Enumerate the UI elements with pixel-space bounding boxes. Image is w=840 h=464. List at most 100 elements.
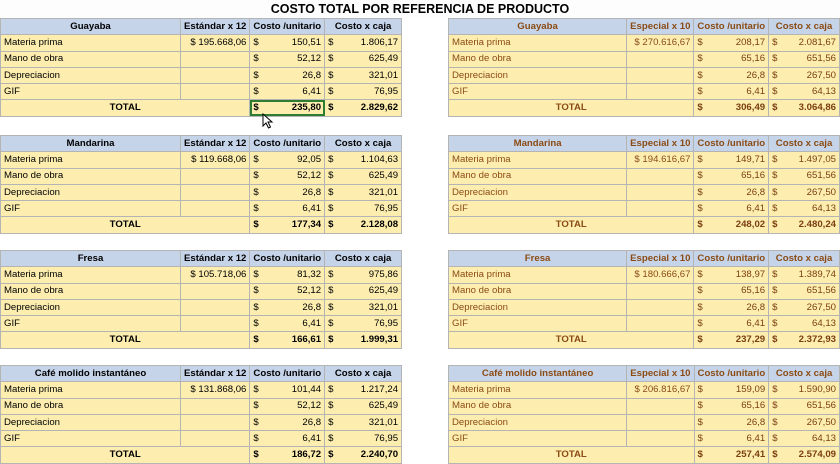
box-cost-cell[interactable]: $267,50 [768,183,840,202]
box-cost-cell[interactable]: $1.104,63 [324,151,403,169]
box-cost-header-cell[interactable]: Costo x caja [768,17,840,36]
standard-value-cell[interactable] [179,298,251,317]
unit-cost-cell[interactable]: $26,8 [249,66,326,85]
box-cost-header-cell[interactable]: Costo x caja [324,364,403,383]
unit-cost-cell[interactable]: $26,8 [693,413,770,432]
row-label-cell[interactable]: Depreciacion [0,183,181,202]
total-box-cost-cell[interactable]: $3.064,86 [768,99,840,117]
standard-value-cell[interactable] [179,167,251,185]
box-cost-header-cell[interactable]: Costo x caja [768,364,840,383]
unit-cost-cell[interactable]: $52,12 [249,282,326,300]
unit-cost-cell[interactable]: $65,16 [693,282,770,300]
standard-value-cell[interactable] [179,200,251,218]
box-cost-cell[interactable]: $1.806,17 [324,34,403,52]
standard-header-cell[interactable]: Especial x 10 [626,134,695,153]
standard-value-cell[interactable] [179,282,251,300]
row-label-cell[interactable]: GIF [447,430,628,448]
unit-cost-cell[interactable]: $6,41 [249,315,326,333]
standard-value-cell[interactable]: $ 195.668,06 [179,34,251,52]
unit-cost-cell[interactable]: $149,71 [693,151,770,169]
row-label-cell[interactable]: Depreciacion [447,183,628,202]
total-unit-cost-cell[interactable]: $306,49 [693,99,770,117]
standard-value-cell[interactable] [626,397,695,415]
standard-value-cell[interactable] [626,66,695,85]
box-cost-cell[interactable]: $321,01 [324,413,403,432]
unit-cost-cell[interactable]: $26,8 [693,66,770,85]
standard-value-cell[interactable]: $ 119.668,06 [179,151,251,169]
row-label-cell[interactable]: Depreciacion [447,413,628,432]
unit-cost-header-cell[interactable]: Costo /unitario [249,17,326,36]
total-label-cell[interactable]: TOTAL [447,331,695,349]
row-label-cell[interactable]: Materia prima [447,381,628,399]
standard-value-cell[interactable] [626,167,695,185]
row-label-cell[interactable]: Materia prima [0,381,181,399]
unit-cost-cell[interactable]: $6,41 [249,430,326,448]
standard-header-cell[interactable]: Especial x 10 [626,249,695,268]
unit-cost-cell[interactable]: $26,8 [249,183,326,202]
standard-value-cell[interactable] [626,282,695,300]
unit-cost-header-cell[interactable]: Costo /unitario [249,249,326,268]
box-cost-header-cell[interactable]: Costo x caja [324,249,403,268]
unit-cost-cell[interactable]: $26,8 [693,183,770,202]
unit-cost-cell[interactable]: $26,8 [249,298,326,317]
row-label-cell[interactable]: GIF [447,315,628,333]
box-cost-cell[interactable]: $1.590,90 [768,381,840,399]
unit-cost-header-cell[interactable]: Costo /unitario [693,17,770,36]
row-label-cell[interactable]: Materia prima [447,266,628,284]
product-header-cell[interactable]: Mandarina [447,134,628,153]
row-label-cell[interactable]: GIF [0,430,181,448]
row-label-cell[interactable]: Mano de obra [0,282,181,300]
unit-cost-cell[interactable]: $92,05 [249,151,326,169]
box-cost-header-cell[interactable]: Costo x caja [768,249,840,268]
standard-value-cell[interactable]: $ 194.616,67 [626,151,695,169]
unit-cost-cell[interactable]: $52,12 [249,167,326,185]
standard-header-cell[interactable]: Estándar x 12 [179,134,251,153]
standard-header-cell[interactable]: Estándar x 12 [179,17,251,36]
row-label-cell[interactable]: Mano de obra [447,397,628,415]
box-cost-cell[interactable]: $321,01 [324,183,403,202]
box-cost-cell[interactable]: $267,50 [768,66,840,85]
unit-cost-cell[interactable]: $208,17 [693,34,770,52]
unit-cost-header-cell[interactable]: Costo /unitario [693,134,770,153]
row-label-cell[interactable]: Depreciacion [0,298,181,317]
box-cost-cell[interactable]: $321,01 [324,66,403,85]
row-label-cell[interactable]: Mano de obra [0,50,181,68]
total-unit-cost-cell[interactable]: $237,29 [693,331,770,349]
standard-value-cell[interactable]: $ 131.868,06 [179,381,251,399]
row-label-cell[interactable]: Depreciacion [0,66,181,85]
row-label-cell[interactable]: GIF [0,200,181,218]
total-label-cell[interactable]: TOTAL [447,216,695,234]
total-label-cell[interactable]: TOTAL [448,446,695,464]
unit-cost-cell[interactable]: $65,16 [693,397,770,415]
box-cost-cell[interactable]: $321,01 [324,298,403,317]
unit-cost-cell[interactable]: $159,09 [693,381,770,399]
unit-cost-cell[interactable]: $65,16 [693,50,770,68]
total-unit-cost-cell[interactable]: $248,02 [693,216,770,234]
row-label-cell[interactable]: Materia prima [0,34,181,52]
box-cost-cell[interactable]: $267,50 [768,413,840,432]
total-box-cost-cell[interactable]: $2.240,70 [324,446,403,464]
box-cost-cell[interactable]: $64,13 [768,83,840,101]
row-label-cell[interactable]: GIF [447,200,628,218]
unit-cost-header-cell[interactable]: Costo /unitario [693,249,770,268]
row-label-cell[interactable]: Materia prima [447,151,628,169]
unit-cost-header-cell[interactable]: Costo /unitario [249,364,326,383]
total-unit-cost-cell[interactable]: $177,34 [249,216,326,234]
unit-cost-cell[interactable]: $6,41 [693,315,770,333]
unit-cost-cell[interactable]: $6,41 [693,83,770,101]
row-label-cell[interactable]: Mano de obra [447,50,628,68]
box-cost-cell[interactable]: $1.389,74 [768,266,840,284]
unit-cost-cell[interactable]: $52,12 [249,397,326,415]
standard-header-cell[interactable]: Especial x 10 [626,364,695,383]
unit-cost-cell[interactable]: $26,8 [249,413,326,432]
product-header-cell[interactable]: Fresa [0,249,181,268]
box-cost-cell[interactable]: $651,56 [768,50,840,68]
unit-cost-cell[interactable]: $52,12 [249,50,326,68]
standard-header-cell[interactable]: Estándar x 12 [179,249,251,268]
row-label-cell[interactable]: Depreciacion [0,413,181,432]
unit-cost-cell[interactable]: $138,97 [693,266,770,284]
standard-header-cell[interactable]: Estándar x 12 [179,364,251,383]
product-header-cell[interactable]: Guayaba [447,17,628,36]
row-label-cell[interactable]: Mano de obra [0,397,181,415]
total-box-cost-cell[interactable]: $2.574,09 [768,446,840,464]
